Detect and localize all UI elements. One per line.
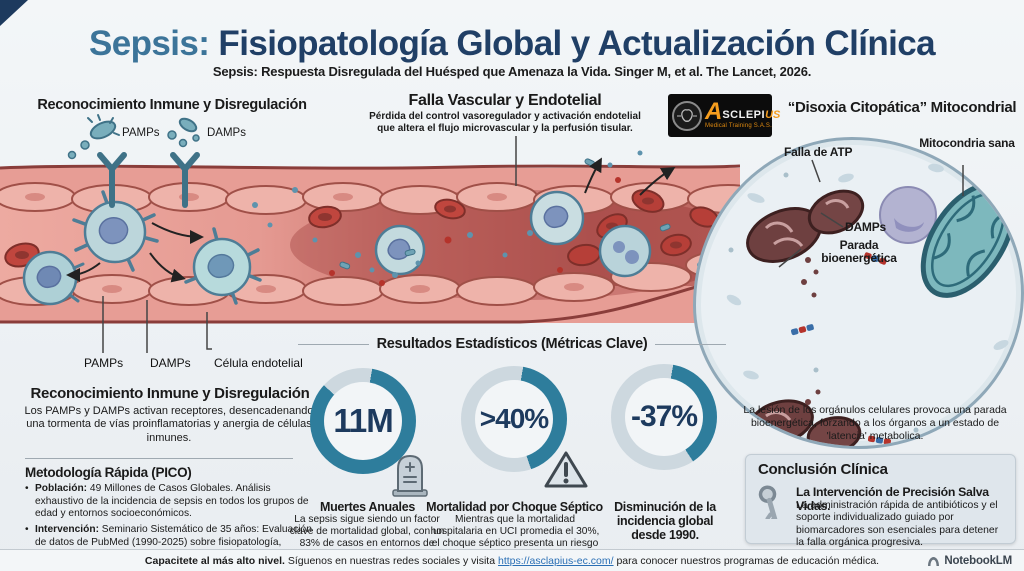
cell-illustration: [693, 137, 1024, 449]
donut-incidence-decline: -37%: [611, 364, 717, 470]
conclusion-title: Conclusión Clínica: [758, 461, 888, 478]
immune-block-title: Reconocimiento Inmune y Disregulación: [30, 385, 310, 402]
asclepius-emblem-icon: [672, 100, 702, 131]
rule-left: [298, 343, 369, 345]
stats-header: Resultados Estadísticos (Métricas Clave): [298, 336, 727, 352]
damps-top-label: DAMPs: [207, 127, 246, 139]
logo-tagline: Medical Training S.A.S.: [705, 123, 772, 130]
section-title-immune: Reconocimiento Inmune y Disregulación: [37, 97, 307, 113]
section-subtitle-vascular: Pérdida del control vasoregulador y acti…: [369, 111, 641, 134]
conclusion-body: La administración rápida de antibióticos…: [796, 500, 999, 549]
conclusion-headline: La Intervención de Precisión Salva Vidas…: [796, 485, 989, 513]
stat-heading-annual-deaths: Muertes Anuales: [319, 500, 416, 514]
vessel-label-endothelial: Célula endotelial: [214, 356, 303, 370]
immune-block-body: Los PAMPs y DAMPs activan receptores, de…: [24, 405, 314, 444]
donut-annual-deaths: 11M: [310, 368, 416, 474]
pamps-top-label: PAMPs: [122, 127, 160, 139]
vessel-label-pamps: PAMPs: [84, 356, 124, 370]
page-title-accent: Sepsis:: [89, 24, 210, 63]
bullet-label: Población:: [35, 483, 88, 494]
donut-value: -37%: [630, 400, 698, 433]
footer-bar: Capacitete al más alto nivel. Síguenos e…: [0, 549, 1024, 571]
footer-text: Capacitete al más alto nivel. Síguenos e…: [145, 555, 879, 567]
warning-triangle-icon: [544, 450, 588, 490]
footer-lead: Capacitete al más alto nivel.: [144, 554, 285, 567]
page-title-rest: Fisiopatología Global y Actualización Cl…: [209, 24, 935, 63]
label-healthy-mitochondria: Mitocondria sana: [919, 136, 1015, 150]
donut-septic-shock-mortality: >40%: [461, 366, 567, 472]
footer-link[interactable]: https://asclapius-ec.com/: [497, 554, 614, 567]
corner-decoration: [0, 0, 28, 26]
footer-middle: Síguenos en nuestras redes sociales y vi…: [284, 554, 498, 567]
page-title: Sepsis: Fisiopatología Global y Actualiz…: [0, 24, 1024, 64]
cell-caption: La lesión de los orgánulos celulares pro…: [743, 404, 1007, 443]
vessel-label-damps: DAMPs: [150, 356, 191, 370]
divider: [25, 458, 293, 459]
methodology-title: Metodología Rápida (PICO): [25, 465, 192, 480]
section-title-vascular: Falla Vascular y Endotelial: [408, 92, 602, 109]
donut-value: >40%: [479, 403, 549, 434]
stat-heading-septic-shock: Mortalidad por Choque Séptico: [426, 500, 603, 514]
label-atp-failure: Falla de ATP: [784, 145, 853, 159]
asclepius-wordmark: A SCLEPI US Medical Training S.A.S.: [705, 97, 781, 130]
footer-tail: para conocer nuestros programas de educa…: [613, 554, 880, 567]
bullet-label: Intervención:: [35, 523, 99, 535]
section-title-mitochondrial: “Disoxia Citopática” Mitocondrial: [787, 99, 1017, 116]
notebooklm-label: NotebookLM: [944, 555, 1012, 567]
logo-mid: SCLEPI: [722, 109, 766, 122]
logo-letter-a: A: [705, 97, 723, 125]
donut-value: 11M: [333, 402, 393, 439]
blood-vessel-illustration: [0, 114, 740, 324]
stat-heading-incidence-decline: Disminución de la incidencia global desd…: [614, 500, 716, 542]
key-icon: [754, 485, 792, 519]
asclepius-logo: A SCLEPI US Medical Training S.A.S.: [668, 94, 780, 137]
notebooklm-brand: NotebookLM: [927, 550, 1012, 571]
label-damps-cell: DAMPs: [845, 220, 887, 234]
logo-end: US: [765, 109, 781, 122]
stats-title: Resultados Estadísticos (Métricas Clave): [376, 336, 648, 352]
bullet-text: 49 Millones de Casos Globales. Análisis …: [35, 483, 309, 520]
label-bioenergetic-arrest: Parada bioenergética: [821, 238, 897, 266]
tombstone-icon: [392, 451, 428, 497]
methodology-bullet-population: Población: 49 Millones de Casos Globales…: [25, 483, 315, 521]
notebooklm-icon: [928, 556, 940, 566]
page-subtitle: Sepsis: Respuesta Disregulada del Huéspe…: [212, 64, 812, 79]
conclusion-panel: Conclusión Clínica La Intervención de Pr…: [745, 454, 1016, 548]
rule-right: [655, 343, 727, 345]
